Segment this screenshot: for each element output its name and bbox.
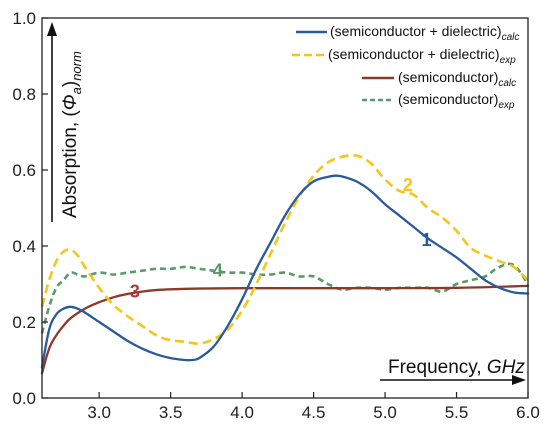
- y-axis-title: Absorption, (Φa)norm: [60, 51, 84, 218]
- legend-entry-1: (semiconductor + dielectric)calc: [330, 23, 519, 43]
- plot-frame: [41, 17, 529, 399]
- y-tick-label: 0.2: [12, 313, 36, 332]
- curve-labels-layer: 1 2 3 4: [130, 175, 432, 301]
- legend: (semiconductor + dielectric)calc (semicon…: [292, 23, 519, 111]
- x-tick-label: 5.5: [445, 403, 469, 422]
- x-tick-label: 3.0: [87, 403, 111, 422]
- y-tick-label: 0.6: [12, 161, 36, 180]
- series-line-3: [40, 284, 530, 375]
- x-tick-label: 4.0: [230, 403, 254, 422]
- x-axis-label: Frequency, GHz: [380, 357, 526, 385]
- curve-label-1: 1: [422, 230, 432, 250]
- y-tick-label: 0.8: [12, 85, 36, 104]
- x-axis-title: Frequency, GHz: [388, 357, 525, 378]
- series-line-2: [40, 153, 529, 346]
- legend-entry-3: (semiconductor)calc: [398, 69, 516, 89]
- x-tick-label: 3.5: [159, 403, 183, 422]
- y-axis-arrow-head: [47, 22, 57, 36]
- x-axis-arrow-head: [512, 375, 526, 385]
- y-axis-label: Absorption, (Φa)norm: [47, 22, 84, 222]
- y-tick-label: 0.4: [12, 237, 36, 256]
- curve-label-3: 3: [130, 281, 140, 301]
- y-tick-label: 1.0: [12, 9, 36, 28]
- x-tick-label: 4.5: [302, 403, 326, 422]
- curve-label-4: 4: [213, 260, 223, 280]
- legend-entry-2: (semiconductor + dielectric)exp: [328, 46, 516, 66]
- x-tick-label: 6.0: [516, 403, 540, 422]
- series-line-4: [40, 262, 530, 334]
- axes-layer: 3.0 3.5 4.0 4.5 5.0 5.5 6.0 0.0 0.2 0.4 0.6 0.8 1.0: [12, 9, 539, 422]
- legend-entry-4: (semiconductor)exp: [398, 91, 515, 111]
- y-tick-label: 0.0: [12, 389, 36, 408]
- x-tick-label: 5.0: [373, 403, 397, 422]
- series-line-1: [40, 174, 530, 369]
- curve-label-2: 2: [403, 175, 413, 195]
- curves-layer: [40, 153, 530, 375]
